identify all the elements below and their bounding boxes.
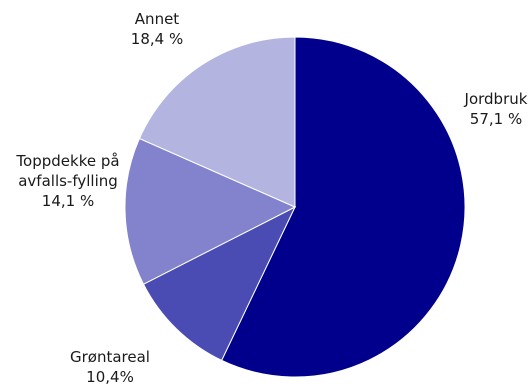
- pie-labels: Jordbruk 57,1 % Grøntareal 10,4% Toppdekke p…: [15, 10, 527, 386]
- slice-name-label: Grøntareal: [70, 348, 150, 366]
- slice-value-label: 18,4 %: [131, 30, 183, 48]
- slice-label-0: Jordbruk 57,1 %: [464, 90, 528, 128]
- slice-value-label: 10,4%: [86, 368, 134, 386]
- slice-name-label: Toppdekke på: [15, 152, 119, 170]
- pie-slice-3: [138, 36, 296, 208]
- pie-slices: [124, 36, 466, 378]
- slice-name-label: Annet: [135, 10, 180, 28]
- slice-label-3: Annet 18,4 %: [131, 10, 183, 48]
- slice-value-label: 14,1 %: [42, 192, 94, 210]
- slice-value-label: 57,1 %: [470, 110, 522, 128]
- slice-name-label: avfalls-fylling: [18, 172, 118, 190]
- slice-label-1: Grøntareal 10,4%: [70, 348, 150, 386]
- pie-slice-0: [220, 36, 466, 378]
- pie-slice-1: [142, 205, 297, 362]
- slice-label-2: Toppdekke på avfalls-fylling 14,1 %: [15, 152, 119, 210]
- pie-slice-2: [124, 137, 297, 285]
- slice-name-label: Jordbruk: [464, 90, 528, 108]
